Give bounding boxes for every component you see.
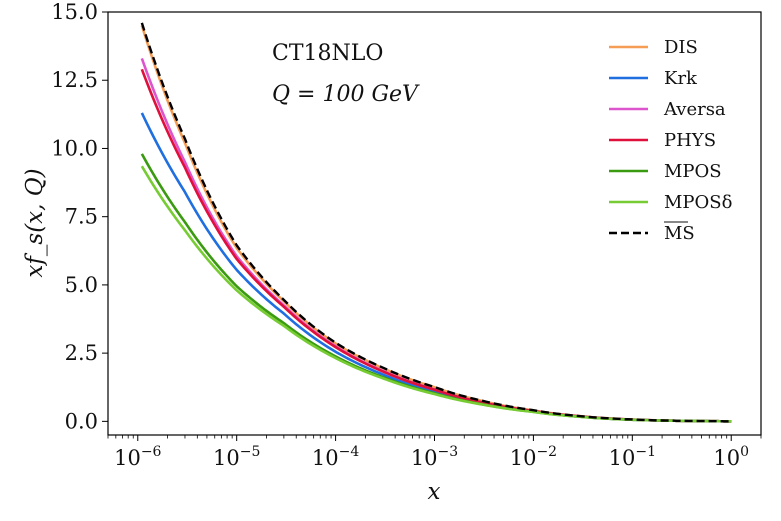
x-axis-label: x: [428, 479, 441, 505]
series-line-MS: [140, 22, 732, 423]
legend-label: MPOS: [664, 161, 722, 182]
y-tick-label: 7.5: [65, 205, 98, 229]
legend-label: DIS: [664, 37, 698, 58]
legend-label: Aversa: [663, 99, 726, 120]
annotation-scale: Q = 100 GeV: [272, 82, 420, 107]
y-tick-label: 12.5: [51, 68, 98, 92]
x-tick-label: 10−5: [213, 444, 260, 470]
y-axis-label: xf_s(x, Q): [22, 168, 48, 277]
y-tick-label: 2.5: [65, 341, 98, 365]
y-tick-label: 5.0: [65, 273, 98, 297]
x-tick-label: 10−1: [609, 444, 656, 470]
x-tick-label: 100: [713, 444, 749, 470]
y-tick-label: 15.0: [51, 0, 98, 24]
annotation-model: CT18NLO: [272, 41, 383, 66]
axis-ticks: 0.0 2.5 5.0 7.5 10.0 12.5 15.0 10−6 10−5 10−4 10−3…: [51, 0, 762, 470]
x-tick-label: 10−6: [114, 444, 161, 470]
series-lines: [140, 22, 732, 423]
legend: DIS Krk Aversa PHYS MPOS MPOSδ MS: [609, 37, 732, 244]
legend-label: MS: [664, 223, 695, 244]
legend-label: PHYS: [664, 130, 716, 151]
x-tick-label: 10−2: [510, 444, 557, 470]
x-tick-label: 10−3: [411, 444, 458, 470]
legend-label: MPOSδ: [664, 192, 732, 213]
series-line-MPOSδ: [140, 165, 732, 423]
legend-label: Krk: [664, 68, 698, 89]
x-tick-label: 10−4: [312, 444, 359, 470]
y-tick-label: 0.0: [65, 409, 98, 433]
y-tick-label: 10.0: [51, 136, 98, 160]
